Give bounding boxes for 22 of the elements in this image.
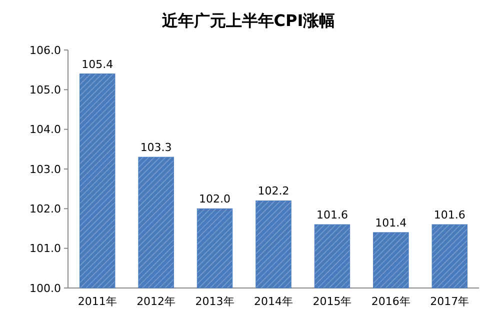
data-label: 101.6 [316, 208, 348, 222]
chart-title: 近年广元上半年CPI涨幅 [160, 11, 336, 30]
text: 100.0 [30, 282, 61, 295]
x-tick-label: 2014年 [254, 295, 293, 308]
data-label: 103.3 [140, 141, 172, 154]
data-label: 101.6 [434, 208, 466, 222]
text: 102.0 [30, 202, 61, 216]
text: 101.0 [30, 242, 61, 256]
x-tick-label: 2016年 [371, 295, 410, 308]
text: 103.0 [30, 162, 61, 176]
text: 105.0 [30, 84, 61, 97]
data-label: 105.4 [82, 58, 114, 71]
data-label: 102.2 [258, 184, 290, 198]
text: 104.0 [30, 123, 61, 136]
x-tick-label: 2017年 [430, 295, 470, 308]
x-tick-label: 2011年 [78, 295, 117, 308]
x-tick-label: 2015年 [312, 295, 352, 308]
x-tick-label: 2013年 [195, 295, 234, 308]
data-label: 101.4 [375, 216, 407, 230]
text: 106.0 [30, 44, 61, 57]
x-tick-label: 2012年 [136, 295, 176, 308]
data-label: 102.0 [199, 192, 231, 206]
